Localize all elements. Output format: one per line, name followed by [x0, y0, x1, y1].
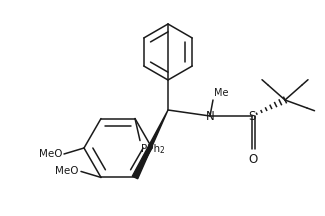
Text: N: N	[206, 110, 214, 122]
Text: MeO: MeO	[56, 167, 79, 176]
Text: O: O	[248, 153, 258, 166]
Polygon shape	[132, 110, 168, 179]
Text: 2: 2	[160, 146, 165, 155]
Text: MeO: MeO	[38, 149, 62, 159]
Text: S: S	[248, 110, 256, 122]
Text: Me: Me	[214, 88, 228, 98]
Text: PPh: PPh	[141, 144, 160, 154]
